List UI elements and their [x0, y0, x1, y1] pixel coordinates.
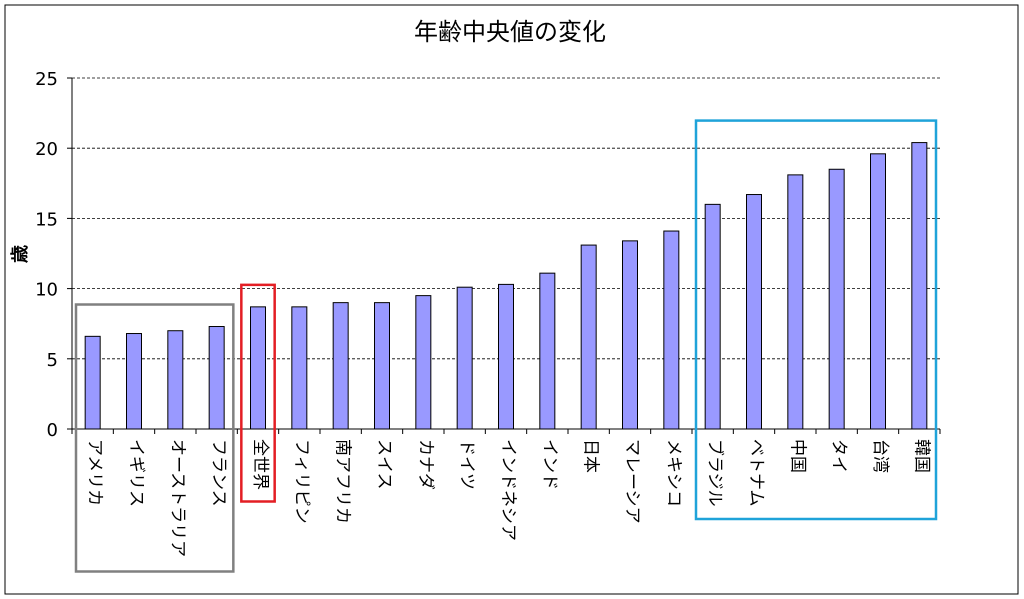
x-tick-label: ブラジル — [705, 439, 726, 507]
x-tick-labels: アメリカ イギリス オーストラリア フランス 全世界 フィリピン 南アフリカ スイス カナダ ドイ… — [85, 439, 932, 557]
bar — [870, 153, 886, 430]
x-tick-label: オーストラリア — [167, 439, 187, 557]
x-tick-label: ベトナム — [746, 439, 766, 507]
x-tick-label: 全世界 — [250, 439, 270, 490]
bar — [622, 240, 638, 430]
bar — [291, 306, 308, 430]
bar — [539, 272, 556, 430]
bar — [374, 302, 390, 430]
x-tick-label: フィリピン — [291, 439, 311, 524]
bar — [663, 230, 680, 430]
x-tick-label: カナダ — [415, 439, 435, 490]
y-tick-label: 25 — [35, 69, 58, 90]
y-tick-label: 0 — [47, 420, 58, 441]
bar — [911, 142, 928, 430]
x-tick-label: アメリカ — [85, 439, 105, 506]
y-tick-label: 15 — [35, 209, 58, 230]
group-1-highlight-box — [74, 303, 235, 573]
y-tick-label: 10 — [35, 280, 58, 301]
bar — [332, 302, 349, 430]
bar — [126, 333, 142, 430]
bars — [84, 142, 928, 430]
bar — [415, 295, 432, 430]
bar — [704, 203, 721, 430]
bar — [250, 306, 266, 430]
x-tick-label: メキシコ — [663, 439, 683, 507]
bar — [208, 326, 225, 430]
group-3-highlight-box — [694, 119, 938, 521]
bar — [498, 283, 514, 430]
highlight-boxes — [74, 119, 938, 573]
x-tick-label: ドイツ — [457, 439, 477, 490]
x-tick-label: インドネシア — [498, 439, 518, 541]
x-tick-label: フランス — [209, 439, 229, 507]
bar — [84, 335, 101, 430]
x-tick-label: タイ — [829, 439, 849, 473]
group-2-highlight-box — [240, 283, 276, 503]
y-tick-label: 5 — [47, 350, 58, 371]
chart-title: 年齢中央値の変化 — [414, 18, 606, 46]
x-tick-label: 日本 — [581, 439, 601, 473]
bar — [456, 286, 473, 430]
x-tick-label: イギリス — [126, 439, 146, 507]
x-tick-label: 中国 — [787, 439, 807, 473]
y-tick-label: 20 — [35, 139, 58, 160]
x-tick-label: 南アフリカ — [333, 439, 353, 524]
y-axis-label: 歳 — [10, 245, 31, 263]
x-tick-label: 台湾 — [870, 439, 890, 473]
y-tick-labels: 0 5 10 15 20 25 — [35, 69, 58, 441]
bar — [580, 244, 597, 430]
x-tick-label: インド — [539, 439, 559, 490]
bar — [746, 194, 762, 430]
x-tick-label: 韓国 — [911, 439, 931, 473]
bar — [787, 174, 804, 430]
x-tick-label: マレーシア — [622, 439, 642, 524]
bar — [828, 168, 845, 430]
axes — [67, 77, 941, 434]
x-tick-label: スイス — [374, 439, 394, 490]
bar — [167, 330, 184, 430]
